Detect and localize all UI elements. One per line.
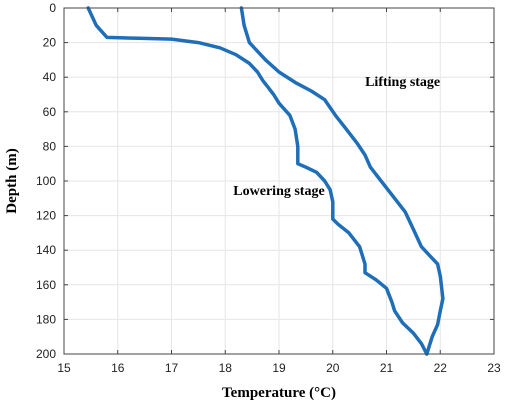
y-tick-label: 20: [43, 36, 57, 50]
annotation-label: Lifting stage: [365, 75, 440, 90]
y-tick-label: 40: [43, 70, 57, 84]
y-tick-label: 160: [36, 278, 56, 292]
x-tick-label: 17: [165, 361, 179, 375]
y-tick-label: 60: [43, 105, 57, 119]
series-line-1: [86, 6, 429, 356]
x-tick-label: 21: [380, 361, 394, 375]
y-tick-label: 200: [36, 347, 56, 361]
y-tick-label: 80: [43, 139, 57, 153]
y-tick-label: 0: [49, 1, 56, 15]
y-tick-label: 140: [36, 243, 56, 257]
grid: [63, 7, 495, 355]
y-tick-label: 100: [36, 174, 56, 188]
annotations: Lifting stage Lowering stage: [233, 75, 440, 199]
x-tick-label: 19: [272, 361, 286, 375]
annotation-label: Lowering stage: [233, 184, 324, 199]
series-layer: [86, 6, 445, 356]
x-axis-title: Temperature (°C): [222, 385, 336, 401]
x-tick-label: 20: [326, 361, 340, 375]
x-tick-label: 22: [434, 361, 448, 375]
tick-labels: 15 16 17 18 19 20 21 22 23 0 20 40 60 80 100 120 140 160 1…: [36, 1, 501, 375]
y-axis-title: Depth (m): [4, 148, 20, 213]
y-tick-label: 180: [36, 312, 56, 326]
x-tick-label: 18: [219, 361, 233, 375]
x-tick-label: 23: [487, 361, 501, 375]
y-tick-label: 120: [36, 209, 56, 223]
plot-frame: [63, 7, 495, 355]
x-tick-label: 15: [57, 361, 71, 375]
x-tick-label: 16: [111, 361, 125, 375]
series-line-2: [239, 6, 445, 356]
